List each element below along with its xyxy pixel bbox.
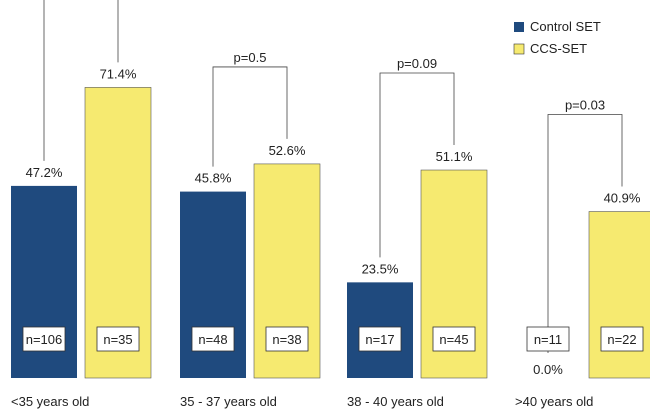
legend-swatch-control <box>514 22 524 32</box>
category-label-1: 35 - 37 years old <box>180 394 277 409</box>
n-count-control-2: n=17 <box>365 332 394 347</box>
n-count-ccs-0: n=35 <box>103 332 132 347</box>
value-label-ccs-2: 51.1% <box>436 149 473 164</box>
value-label-control-2: 23.5% <box>362 261 399 276</box>
value-label-ccs-3: 40.9% <box>604 191 641 206</box>
n-count-box-ccs-2 <box>432 326 476 352</box>
n-count-box-control-0 <box>22 326 66 352</box>
n-count-ccs-2: n=45 <box>439 332 468 347</box>
n-count-ccs-3: n=22 <box>607 332 636 347</box>
n-count-control-1: n=48 <box>198 332 227 347</box>
value-label-ccs-1: 52.6% <box>269 143 306 158</box>
legend-swatch-ccs <box>513 43 525 55</box>
value-label-control-1: 45.8% <box>195 171 232 186</box>
category-label-3: >40 years old <box>515 394 593 409</box>
p-value-label-2: p=0.09 <box>397 56 437 71</box>
p-value-bracket-0 <box>43 0 119 161</box>
value-labels-layer: 47.2% n=106 71.4% n=35 45.8% n=48 52.6% n=38 23.… <box>22 66 644 377</box>
value-label-control-0: 47.2% <box>26 165 63 180</box>
legend: Control SET CCS-SET <box>513 19 601 56</box>
n-count-control-0: n=106 <box>26 332 63 347</box>
n-count-box-control-2 <box>358 326 402 352</box>
legend-label-control: Control SET <box>530 19 601 34</box>
n-count-box-ccs-0 <box>96 326 140 352</box>
n-count-box-control-1 <box>191 326 235 352</box>
p-value-label-1: p=0.5 <box>234 50 267 65</box>
p-value-bracket-1 <box>212 66 288 167</box>
p-value-label-3: p=0.03 <box>565 98 605 113</box>
n-count-control-3: n=11 <box>534 332 562 347</box>
n-count-box-control-3 <box>526 326 570 352</box>
bar-ccs-3 <box>588 211 650 379</box>
legend-label-ccs: CCS-SET <box>530 41 587 56</box>
n-count-ccs-1: n=38 <box>272 332 301 347</box>
value-label-control-3: 0.0% <box>533 362 563 377</box>
n-count-box-ccs-1 <box>265 326 309 352</box>
category-label-0: <35 years old <box>11 394 89 409</box>
p-value-brackets: p=0.01p=0.5p=0.09p=0.03 <box>43 0 623 353</box>
n-count-box-ccs-3 <box>600 326 644 352</box>
value-label-ccs-0: 71.4% <box>100 66 137 81</box>
bars-layer <box>11 87 650 379</box>
p-value-bracket-3 <box>547 114 623 353</box>
category-label-2: 38 - 40 years old <box>347 394 444 409</box>
category-axis: <35 years old 35 - 37 years old 38 - 40 ye… <box>11 394 593 409</box>
p-value-bracket-2 <box>379 72 455 258</box>
